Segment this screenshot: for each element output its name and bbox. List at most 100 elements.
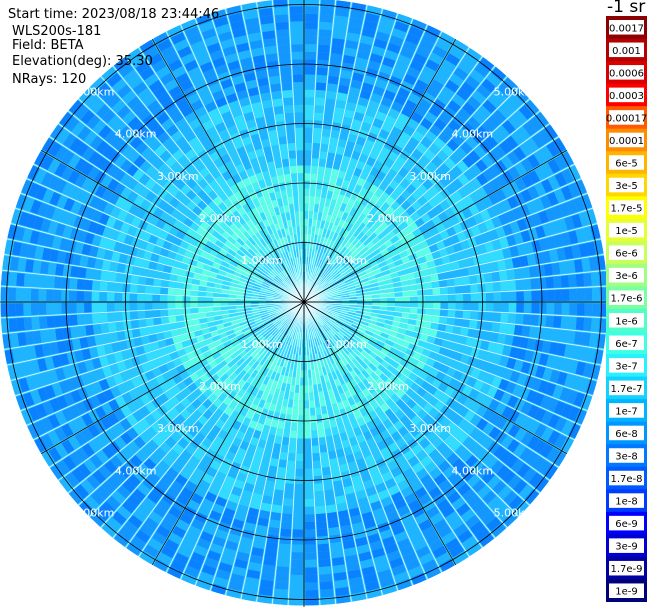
ppi-gate	[467, 96, 481, 110]
ppi-gate	[250, 350, 259, 359]
ppi-gate	[175, 364, 186, 374]
ppi-gate	[156, 66, 171, 79]
ppi-gate	[248, 561, 262, 572]
ppi-gate	[319, 197, 326, 206]
ppi-gate	[359, 339, 368, 347]
ppi-gate	[269, 387, 276, 396]
ppi-gate	[279, 315, 287, 321]
ppi-gate	[62, 265, 72, 277]
ppi-gate	[29, 230, 40, 245]
ppi-gate	[403, 467, 415, 479]
ppi-gate	[383, 369, 393, 378]
ppi-gate	[391, 28, 407, 40]
ppi-gate	[175, 230, 186, 240]
ppi-gate	[286, 286, 293, 293]
ppi-gate	[360, 423, 369, 434]
ppi-gate	[31, 317, 40, 330]
ppi-gate	[194, 106, 207, 118]
ppi-gate	[282, 158, 290, 167]
ppi-gate	[424, 111, 437, 124]
ppi-gate	[148, 79, 163, 93]
ppi-gate	[304, 521, 315, 530]
ppi-gate	[294, 331, 298, 340]
ppi-gate	[317, 383, 323, 392]
ppi-gate	[218, 212, 228, 222]
ppi-gate	[205, 355, 215, 364]
ppi-gate	[169, 226, 179, 236]
ppi-gate	[249, 420, 258, 430]
ppi-gate	[422, 364, 433, 374]
ppi-gate	[341, 62, 354, 72]
ray-separator	[303, 254, 604, 303]
ppi-gate	[363, 518, 376, 529]
ppi-gate	[193, 545, 208, 557]
ppi-gate	[304, 529, 316, 538]
ppi-gate	[390, 360, 400, 369]
ppi-gate	[154, 144, 167, 157]
ppi-gate	[219, 412, 230, 423]
ppi-gate	[290, 266, 295, 274]
ppi-gate	[31, 274, 40, 287]
ppi-gate	[251, 256, 259, 264]
ppi-gate	[270, 241, 277, 250]
ppi-gate	[245, 167, 255, 177]
ppi-gate	[342, 229, 350, 239]
ppi-gate	[131, 54, 146, 69]
ppi-gate	[290, 567, 303, 576]
ppi-gate	[505, 381, 517, 394]
ppi-gate	[315, 97, 325, 106]
ppi-gate	[274, 222, 281, 232]
ppi-gate	[369, 336, 379, 344]
ppi-gate	[445, 79, 460, 93]
ppi-gate	[385, 398, 395, 408]
range-ring-label: 1.00km	[325, 254, 367, 267]
ppi-gate	[358, 271, 367, 278]
ppi-gate	[159, 302, 168, 309]
ppi-gate	[429, 52, 444, 65]
ppi-gate	[360, 350, 369, 358]
ppi-gate	[453, 242, 463, 253]
ppi-gate	[11, 379, 23, 395]
ppi-gate	[312, 265, 316, 274]
ppi-gate	[243, 305, 252, 309]
azimuth-spoke	[151, 39, 305, 303]
ppi-gate	[329, 419, 337, 428]
ppi-gate	[292, 369, 297, 378]
ppi-gate	[399, 274, 408, 282]
ppi-gate	[312, 219, 317, 227]
ppi-gate	[329, 317, 337, 323]
ppi-gate	[156, 525, 171, 538]
ppi-gate	[528, 326, 538, 338]
ppi-gate	[71, 254, 82, 266]
ppi-gate	[368, 493, 380, 504]
ppi-gate	[186, 351, 196, 361]
ppi-gate	[271, 317, 279, 323]
ppi-gate	[256, 390, 264, 399]
ppi-gate	[250, 369, 259, 379]
ppi-gate	[441, 144, 454, 157]
ppi-gate	[523, 302, 532, 313]
ppi-gate	[422, 202, 433, 213]
ppi-gate	[349, 256, 357, 264]
ppi-gate	[200, 250, 210, 259]
ray-separator	[10, 301, 305, 381]
ppi-gate	[329, 199, 337, 209]
ppi-gate	[495, 402, 507, 415]
ppi-gate	[292, 226, 297, 235]
ppi-gate	[223, 198, 233, 208]
ppi-gate	[342, 273, 350, 280]
ppi-gate	[131, 266, 141, 276]
ppi-gate	[287, 258, 293, 267]
ppi-gate	[347, 396, 356, 406]
ppi-gate	[174, 39, 189, 52]
ppi-gate	[319, 21, 333, 31]
ppi-gate	[12, 348, 22, 363]
ppi-gate	[208, 383, 218, 393]
ppi-gate	[191, 184, 202, 195]
ppi-gate	[397, 479, 410, 491]
ppi-gate	[297, 241, 301, 250]
ppi-gate	[292, 59, 304, 68]
ppi-gate	[248, 259, 257, 267]
ppi-gate	[304, 142, 312, 151]
ppi-gate	[342, 179, 350, 189]
